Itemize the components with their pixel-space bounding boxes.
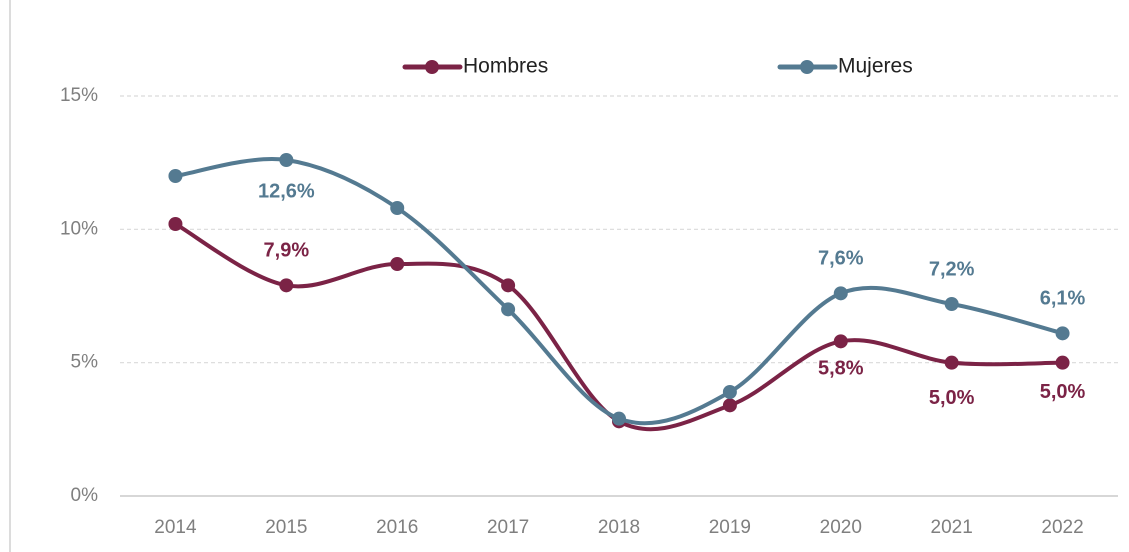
y-tick-label: 5% bbox=[71, 352, 99, 373]
data-point bbox=[279, 278, 294, 293]
data-label: 7,2% bbox=[929, 258, 975, 280]
legend-label: Hombres bbox=[463, 55, 548, 78]
data-label: 12,6% bbox=[258, 180, 315, 202]
data-point bbox=[279, 153, 294, 167]
data-label: 6,1% bbox=[1040, 288, 1086, 310]
data-point bbox=[390, 201, 405, 215]
data-label: 7,6% bbox=[818, 248, 864, 270]
data-point bbox=[501, 278, 516, 293]
data-label: 5,0% bbox=[929, 387, 975, 409]
x-tick-label: 2015 bbox=[265, 517, 307, 538]
x-tick-label: 2021 bbox=[931, 517, 973, 538]
data-point bbox=[833, 286, 848, 301]
data-point bbox=[722, 398, 737, 413]
data-point bbox=[722, 385, 737, 399]
legend-marker bbox=[800, 60, 814, 74]
data-point bbox=[944, 355, 959, 370]
y-tick-label: 0% bbox=[71, 485, 99, 506]
data-point bbox=[390, 257, 405, 271]
y-tick-label: 10% bbox=[60, 218, 98, 239]
y-tick-label: 15% bbox=[60, 85, 98, 106]
data-point bbox=[168, 169, 183, 183]
x-tick-label: 2016 bbox=[376, 517, 418, 538]
x-tick-label: 2014 bbox=[154, 517, 197, 538]
data-point bbox=[1055, 326, 1070, 341]
legend-label: Mujeres bbox=[838, 55, 913, 78]
x-tick-label: 2020 bbox=[820, 517, 862, 538]
data-point bbox=[944, 297, 959, 311]
data-point bbox=[1055, 355, 1070, 370]
data-point bbox=[501, 302, 516, 317]
x-tick-label: 2017 bbox=[487, 517, 529, 538]
data-point bbox=[168, 217, 183, 231]
legend-marker bbox=[425, 60, 439, 74]
data-label: 5,8% bbox=[818, 358, 864, 380]
data-label: 7,9% bbox=[264, 240, 310, 262]
x-tick-label: 2019 bbox=[709, 517, 751, 538]
x-tick-label: 2022 bbox=[1041, 517, 1083, 538]
x-tick-label: 2018 bbox=[598, 517, 640, 538]
data-point bbox=[612, 411, 626, 426]
data-point bbox=[833, 334, 848, 349]
data-label: 5,0% bbox=[1040, 381, 1086, 403]
